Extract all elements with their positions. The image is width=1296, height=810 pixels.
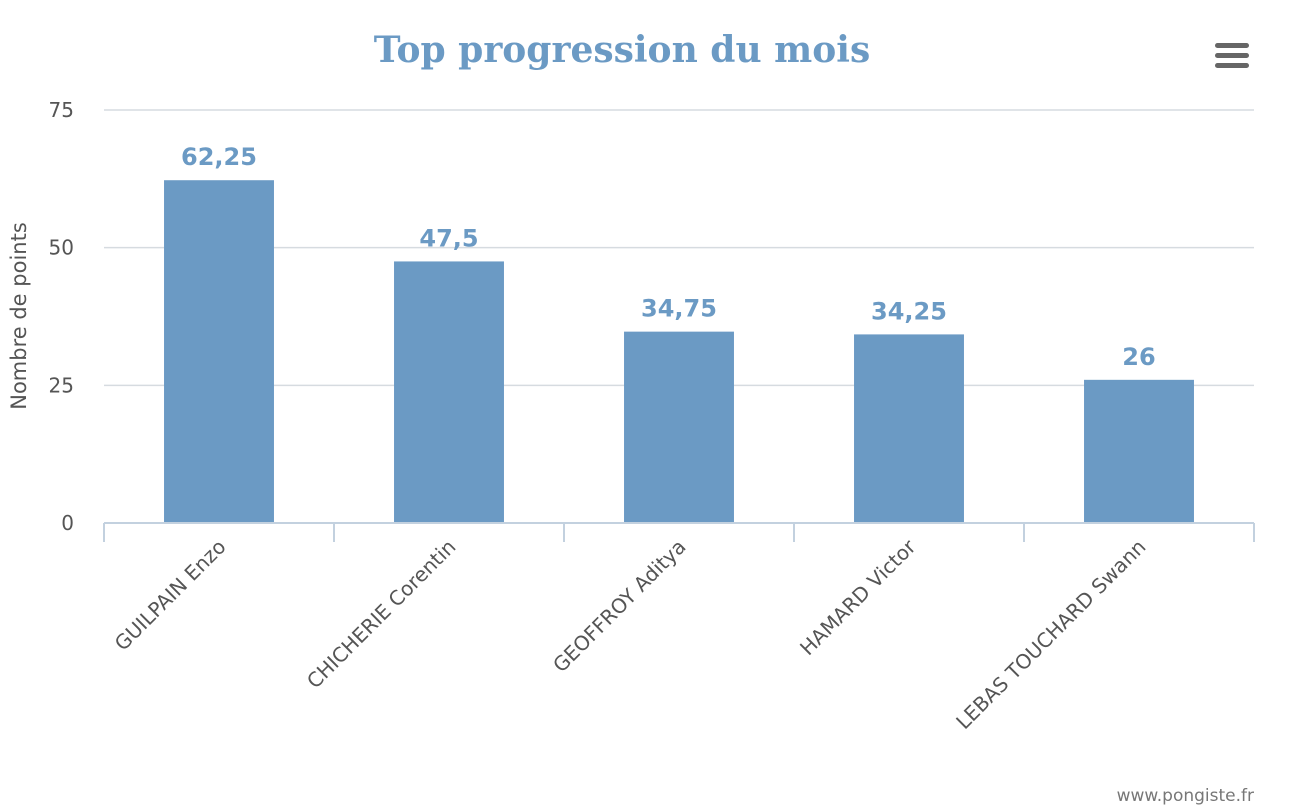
bar-4[interactable] xyxy=(854,334,964,523)
chart-title: Top progression du mois xyxy=(374,29,870,71)
y-axis-label: Nombre de points xyxy=(7,222,31,410)
x-axis xyxy=(103,522,1255,542)
data-label: 34,25 xyxy=(871,297,947,325)
y-tick-label: 50 xyxy=(49,236,74,260)
y-tick-label: 25 xyxy=(49,373,74,397)
x-tick-label: CHICHERIE Corentin xyxy=(302,535,461,694)
data-label: 26 xyxy=(1122,343,1155,371)
x-tick-label: GUILPAIN Enzo xyxy=(110,535,231,656)
chart-menu-button[interactable] xyxy=(1206,34,1258,74)
y-axis-ticks: 0 25 50 75 xyxy=(49,98,74,535)
x-axis-ticks: GUILPAIN Enzo CHICHERIE Corentin GEOFFROY … xyxy=(110,534,1151,734)
data-label: 47,5 xyxy=(419,224,478,252)
y-tick-label: 75 xyxy=(49,98,74,122)
data-label: 62,25 xyxy=(181,143,257,171)
credit-link[interactable]: www.pongiste.fr xyxy=(1117,786,1254,806)
x-tick-label: LEBAS TOUCHARD Swann xyxy=(951,535,1150,734)
bar-1[interactable] xyxy=(164,180,274,523)
x-tick-label: GEOFFROY Aditya xyxy=(548,535,691,678)
y-tick-label: 0 xyxy=(61,511,74,535)
bar-2[interactable] xyxy=(394,261,504,523)
bar-5[interactable] xyxy=(1084,379,1194,523)
data-labels: 62,25 47,5 34,75 34,25 26 xyxy=(181,143,1156,371)
bars xyxy=(164,180,1194,523)
data-label: 34,75 xyxy=(641,295,717,323)
hamburger-menu-icon xyxy=(1215,43,1249,68)
bar-3[interactable] xyxy=(624,331,734,523)
x-tick-label: HAMARD Victor xyxy=(795,534,921,660)
